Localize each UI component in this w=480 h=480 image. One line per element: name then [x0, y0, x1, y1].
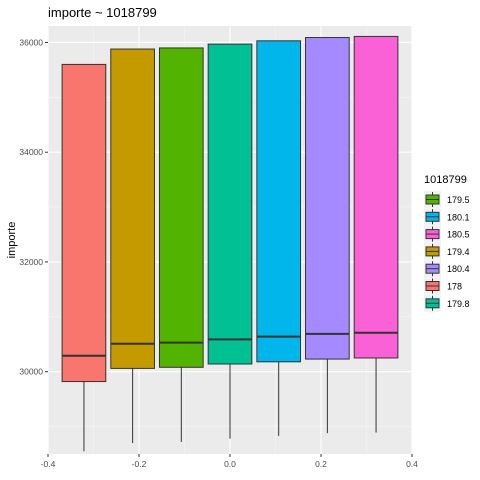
box-180.1 [256, 40, 302, 436]
y-tick-label: 36000 [19, 37, 43, 47]
box-body [305, 37, 350, 360]
y-tick-label: 34000 [19, 147, 43, 157]
legend-item: 179.8 [424, 294, 470, 312]
box-180.5 [353, 35, 399, 433]
box-179.5 [158, 47, 204, 442]
y-axis: 30000 32000 34000 36000 [19, 37, 48, 377]
box-body [353, 35, 399, 359]
legend-item: 179.4 [424, 242, 470, 260]
box-body [207, 43, 253, 365]
legend-item: 179.5 [424, 191, 470, 208]
legend-label: 180.5 [447, 230, 470, 240]
legend-label: 178 [447, 282, 462, 292]
box-body [256, 40, 302, 363]
x-tick-label: 0.0 [224, 459, 236, 469]
x-axis: -0.4 -0.2 0.0 0.2 0.4 [41, 454, 418, 469]
box-body [61, 63, 107, 383]
y-tick-label: 30000 [19, 367, 43, 377]
legend-label: 180.1 [447, 212, 470, 222]
box-series [61, 35, 399, 452]
y-tick-label: 32000 [19, 257, 43, 267]
legend-item: 178 [424, 277, 462, 295]
legend-item: 180.5 [424, 225, 470, 243]
legend-label: 179.4 [447, 247, 470, 257]
x-tick-label: 0.2 [315, 459, 327, 469]
legend-label: 180.4 [447, 264, 470, 274]
legend-item: 180.1 [424, 208, 470, 226]
y-axis-title: importe [6, 222, 18, 259]
legend-label: 179.5 [447, 195, 470, 205]
box-180.4 [305, 37, 350, 434]
chart-title: importe ~ 1018799 [48, 5, 157, 20]
box-body [110, 48, 155, 369]
legend-label: 179.8 [447, 299, 470, 309]
x-tick-label: 0.4 [406, 459, 418, 469]
x-tick-label: -0.2 [132, 459, 147, 469]
legend: 1018799 179.5 180.1 180.5 179.4 180.4 178 179.… [424, 174, 470, 312]
box-178 [61, 63, 107, 452]
box-body [158, 47, 204, 368]
box-179.4 [110, 48, 155, 444]
legend-item: 180.4 [424, 260, 470, 278]
box-179.8 [207, 43, 253, 439]
x-tick-label: -0.4 [41, 459, 56, 469]
legend-title: 1018799 [424, 174, 467, 186]
